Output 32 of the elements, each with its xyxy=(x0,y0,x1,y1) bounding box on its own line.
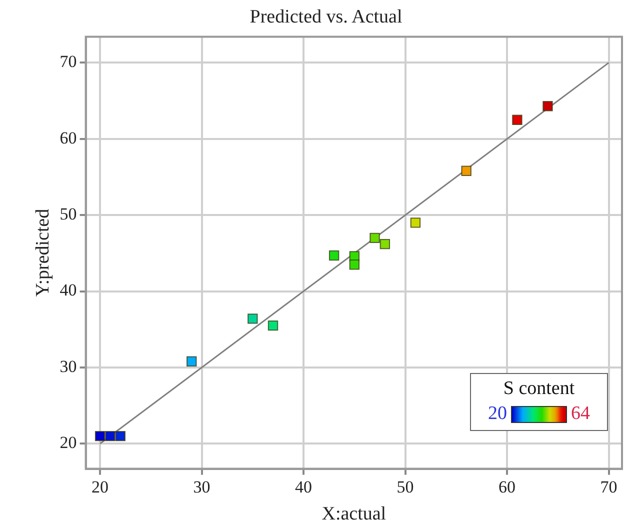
legend-title: S content xyxy=(502,378,576,400)
point xyxy=(461,166,472,176)
point xyxy=(115,430,126,442)
point xyxy=(186,356,197,366)
point xyxy=(268,320,278,331)
point xyxy=(328,250,340,261)
x-tick-label: 20 xyxy=(92,477,109,496)
x-tick-label: 70 xyxy=(600,477,618,496)
point xyxy=(248,314,258,324)
y-tick-label: 70 xyxy=(60,52,77,72)
point xyxy=(105,430,116,442)
x-tick-label: 40 xyxy=(295,477,312,496)
y-tick-label: 20 xyxy=(60,433,77,452)
chart-title: Predicted vs. Actual xyxy=(250,6,402,28)
x-tick-label: 30 xyxy=(193,477,210,496)
x-tick-label: 60 xyxy=(498,477,516,496)
x-tick-label: 50 xyxy=(396,477,414,496)
y-tick-label: 30 xyxy=(60,356,77,376)
annotation: 20 xyxy=(488,402,507,424)
y-tick-label: 40 xyxy=(60,280,77,300)
annotation: 64 xyxy=(571,402,590,424)
point xyxy=(380,238,390,250)
point xyxy=(512,114,522,125)
x-axis-title: X:actual xyxy=(322,504,386,525)
point xyxy=(94,430,106,442)
point xyxy=(410,218,421,228)
point xyxy=(349,260,360,270)
y-axis-title: Y:predicted xyxy=(32,208,54,297)
point xyxy=(542,101,553,112)
point xyxy=(370,232,380,244)
y-tick-label: 60 xyxy=(60,128,77,148)
y-tick-label: 50 xyxy=(60,204,77,224)
